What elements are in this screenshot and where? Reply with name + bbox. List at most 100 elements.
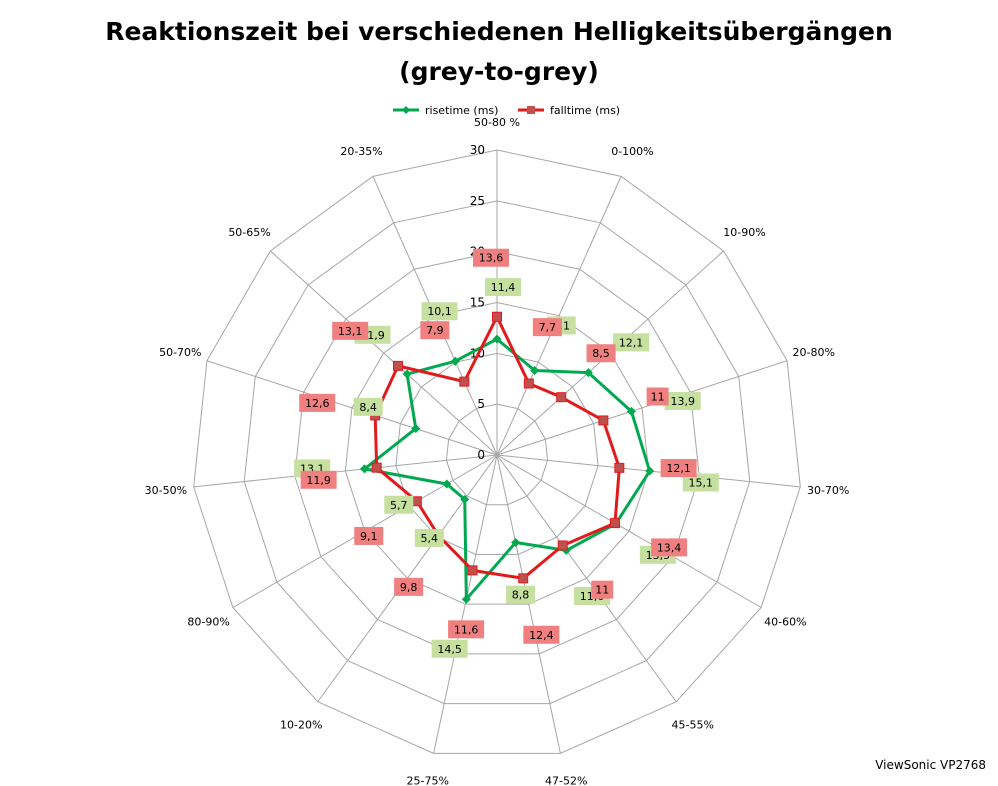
chart-title: Reaktionszeit bei verschiedenen Helligke… [0,12,998,92]
data-label-box [651,538,688,557]
chart-title-line2: (grey-to-grey) [399,57,599,86]
chart-title-line1: Reaktionszeit bei verschiedenen Helligke… [105,17,893,46]
data-point [459,376,470,387]
data-point [402,369,412,379]
data-label-box [506,585,536,604]
data-label: 11 [646,387,669,406]
data-point [450,356,460,366]
grid-ring [193,149,801,754]
data-label: 12,4 [523,625,560,644]
data-label-box [591,580,614,599]
data-point [492,311,502,322]
data-label-box [485,278,521,297]
series-1 [370,311,625,584]
data-label-box [353,397,383,416]
data-label: 12,1 [613,333,650,352]
data-label-text: 12,1 [666,462,691,475]
data-label: 8,4 [353,397,383,416]
data-label-box [646,387,669,406]
data-label-box [586,344,616,363]
data-label-text: 8,8 [512,589,530,602]
category-label: 20-80% [792,346,834,359]
data-label-text: 11,4 [491,281,516,294]
grid-spoke [496,454,762,608]
data-label-text: 13,4 [657,541,682,554]
data-point [518,573,529,584]
data-label: 13,4 [651,538,688,557]
grid-ring [243,200,751,705]
data-label-box [299,393,336,412]
data-label-box [473,248,509,267]
data-point [371,462,382,473]
data-label-text: 5,4 [421,532,439,545]
category-label: 20-35% [340,145,382,158]
data-label-text: 13,6 [479,252,504,265]
data-label-box [532,318,562,337]
grid-spoke [496,454,561,754]
data-label: 11 [591,580,614,599]
data-label: 11,6 [448,620,485,639]
data-label-text: 13,1 [338,325,363,338]
data-label: 8,8 [506,585,536,604]
data-point [460,494,470,504]
data-label-box [421,302,458,321]
data-label: 12,6 [299,393,336,412]
data-point [411,496,422,507]
data-label-text: 12,4 [529,629,554,642]
data-point [583,368,593,378]
radial-tick-label: 5 [477,397,485,411]
radial-tick-label: 15 [470,296,485,310]
data-point [614,462,625,473]
category-label: 50-80 % [474,116,520,129]
data-label-box [354,526,384,545]
data-label-text: 10,1 [427,305,452,318]
category-label: 47-52% [545,775,587,786]
category-label: 50-70% [159,346,201,359]
radial-tick-label: 0 [477,448,485,462]
data-label: 8,5 [586,344,616,363]
data-point [360,464,370,474]
data-label: 13,1 [332,321,369,340]
data-label: 15,1 [682,473,719,492]
data-label: 7,7 [532,318,562,337]
data-label-box [448,620,485,639]
data-label: 9,8 [394,577,424,596]
category-label: 45-55% [672,718,714,731]
legend: risetime (ms) falltime (ms) [393,104,620,117]
data-label-text: 5,7 [390,499,408,512]
data-point [511,538,521,548]
category-label: 30-50% [145,484,187,497]
data-point [609,518,620,529]
data-label-text: 15,1 [689,476,714,489]
data-label: 11,9 [300,470,337,489]
data-label-text: 14,5 [437,643,462,656]
data-label: 13,9 [664,391,701,410]
category-label: 40-60% [764,616,806,629]
data-label-text: 7,7 [539,321,557,334]
data-point [557,540,568,551]
data-label-text: 7,9 [426,324,444,337]
data-label-text: 9,8 [400,581,418,594]
category-label: 10-90% [723,226,765,239]
series-0 [360,334,655,604]
data-label-text: 12,6 [305,397,330,410]
grid-spoke [206,360,498,456]
data-point [411,424,421,434]
data-point [523,378,534,389]
legend-label: risetime (ms) [425,104,498,117]
data-label-text: 12,1 [619,336,644,349]
grid-spoke [433,454,498,754]
data-label-box [664,391,701,410]
data-point [598,415,609,426]
data-label-box [682,473,719,492]
grid-spoke [270,250,498,456]
data-label-text: 13,9 [670,395,695,408]
grid-spoke [496,454,677,703]
data-label: 7,9 [420,321,450,340]
legend-marker [527,106,535,114]
data-label-box [414,528,444,547]
data-label-box [523,625,560,644]
data-label-box [613,333,650,352]
data-label-box [660,459,697,478]
